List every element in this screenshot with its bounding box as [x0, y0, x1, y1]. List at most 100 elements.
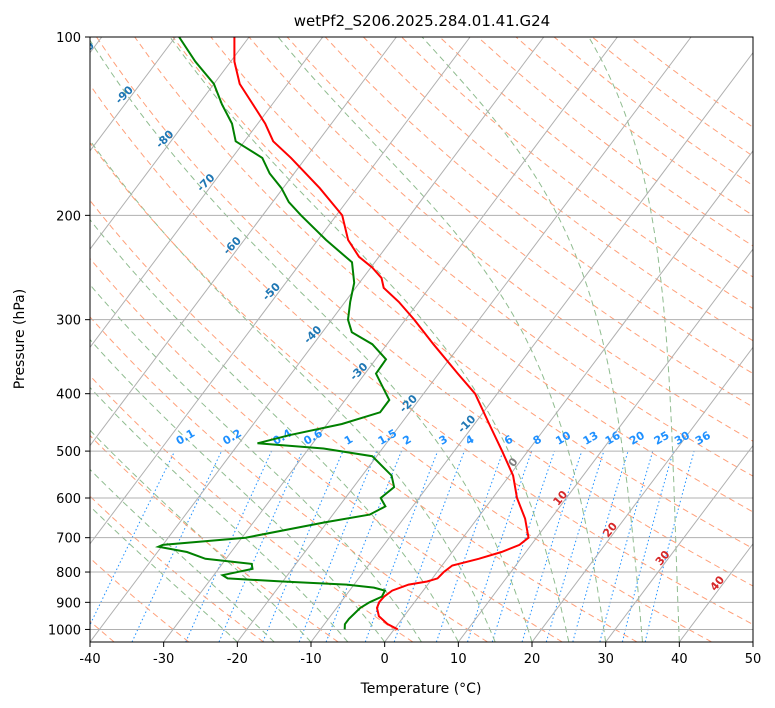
moist-adiabat-line [90, 283, 422, 642]
dry-adiabat-line [172, 37, 753, 513]
dry-adiabat-line [90, 375, 414, 642]
isotherm-label: -40 [301, 323, 324, 346]
mixing-ratio-line [521, 450, 583, 642]
y-tick-label: 700 [56, 532, 81, 547]
isotherm-line [90, 37, 471, 545]
x-tick-label: 0 [381, 652, 389, 667]
isotherm-line [752, 641, 753, 642]
isotherms [90, 37, 753, 642]
moist-adiabat-line [90, 139, 496, 642]
isotherm-line [457, 248, 753, 642]
mixing-ratio-line [262, 450, 344, 642]
isotherm-label: -80 [153, 127, 176, 150]
mixing-ratio-label: 2 [401, 433, 414, 448]
dewpoint-series-line [155, 37, 396, 630]
mixing-ratio-line [599, 450, 654, 642]
moist-adiabat-line [277, 37, 607, 642]
dry-adiabats [90, 37, 753, 642]
y-axis-label: Pressure (hPa) [12, 289, 28, 389]
isotherm-label: -30 [347, 360, 370, 383]
y-tick-label: 900 [56, 596, 81, 611]
chart-title: wetPf2_S206.2025.284.01.41.G24 [294, 12, 550, 31]
mixing-ratio-line [644, 450, 695, 642]
adiabat-label: 20 [600, 520, 620, 540]
mixing-ratio-line [185, 450, 272, 642]
mixing-ratio-label: 1 [342, 433, 355, 448]
x-axis-label: Temperature (°C) [360, 681, 482, 697]
y-tick-label: 100 [56, 31, 81, 46]
dry-adiabat-line [90, 257, 563, 642]
dry-adiabat-line [210, 37, 753, 477]
isotherm-label: -10 [455, 412, 478, 435]
mixing-ratio-lines [90, 450, 695, 642]
y-tick-label: 300 [56, 314, 81, 329]
dry-adiabat-line [401, 37, 753, 310]
dry-adiabat-line [363, 37, 753, 342]
moist-adiabat-line [90, 39, 533, 642]
y-axis-ticks: 100 200 300 400 500 600 700 800 900 1000 [48, 31, 90, 638]
x-tick-label: 40 [671, 652, 688, 667]
isotherm-line [310, 51, 753, 642]
moist-adiabat-line [588, 37, 680, 642]
moist-adiabat-line [90, 429, 312, 642]
x-tick-label: -40 [79, 652, 100, 667]
dry-adiabat-line [477, 37, 753, 247]
mixing-ratio-label: 6 [502, 432, 515, 447]
isotherm-line [384, 150, 753, 642]
dry-adiabat-line [286, 37, 753, 408]
mixing-ratio-label: 13 [581, 429, 601, 448]
dry-adiabat-line [90, 495, 264, 642]
mixing-ratio-line [325, 450, 402, 642]
y-tick-label: 200 [56, 209, 81, 224]
adiabat-label: 10 [550, 488, 570, 508]
mixing-ratio-line [572, 450, 629, 642]
dry-adiabat-line [439, 37, 753, 278]
mixing-ratio-label: 10 [553, 429, 573, 448]
isotherm-line [90, 37, 397, 447]
x-tick-label: 30 [597, 652, 614, 667]
y-tick-label: 1000 [48, 623, 81, 638]
y-tick-label: 400 [56, 388, 81, 403]
isotherm-line [678, 542, 753, 642]
isotherm-line [90, 37, 250, 250]
x-tick-label: 20 [524, 652, 541, 667]
mixing-ratio-line [491, 450, 555, 642]
mixing-ratio-label: 3 [437, 433, 450, 448]
plot-area: 0.1 0.2 0.4 0.6 1 1.5 2 3 4 6 8 10 13 16 20 25 30 36-100-… [90, 37, 753, 642]
dry-adiabat-line [248, 37, 753, 442]
dry-adiabat-line [90, 84, 753, 625]
isotherm-label: -90 [113, 83, 136, 106]
mixing-ratio-line [435, 450, 504, 642]
dry-adiabat-line [90, 199, 638, 642]
isotherm-line [90, 37, 545, 642]
mixing-ratio-line [545, 450, 605, 642]
isotherm-line [605, 444, 753, 642]
y-tick-label: 600 [56, 492, 81, 507]
dry-adiabat-line [96, 37, 753, 587]
mixing-ratio-line [393, 450, 465, 642]
mixing-ratio-line [90, 450, 176, 626]
isotherm-label: -60 [221, 234, 244, 257]
moist-adiabats [90, 37, 680, 642]
mixing-ratio-line [298, 450, 378, 642]
isotherm-label: -70 [194, 171, 217, 194]
isotherm-line [90, 37, 176, 152]
dry-adiabat-line [90, 142, 712, 642]
x-axis-ticks: -40 -30 -20 -10 0 10 20 30 40 50 [79, 642, 761, 667]
dry-adiabat-line [134, 37, 753, 550]
mixing-ratio-label: 25 [652, 429, 672, 448]
mixing-ratio-line [364, 450, 439, 642]
moist-adiabat-line [90, 338, 386, 642]
moist-adiabat-line [90, 468, 275, 642]
temperature-series-line [233, 37, 530, 631]
isotherm-line [236, 37, 692, 642]
x-tick-label: 50 [745, 652, 762, 667]
x-tick-label: -10 [300, 652, 321, 667]
moist-adiabat-line [169, 37, 570, 642]
x-tick-label: 10 [450, 652, 467, 667]
moist-adiabat-line [421, 37, 643, 642]
mixing-ratio-line [621, 450, 674, 642]
adiabat-label: 40 [707, 573, 727, 593]
mixing-ratio-line [218, 450, 303, 642]
